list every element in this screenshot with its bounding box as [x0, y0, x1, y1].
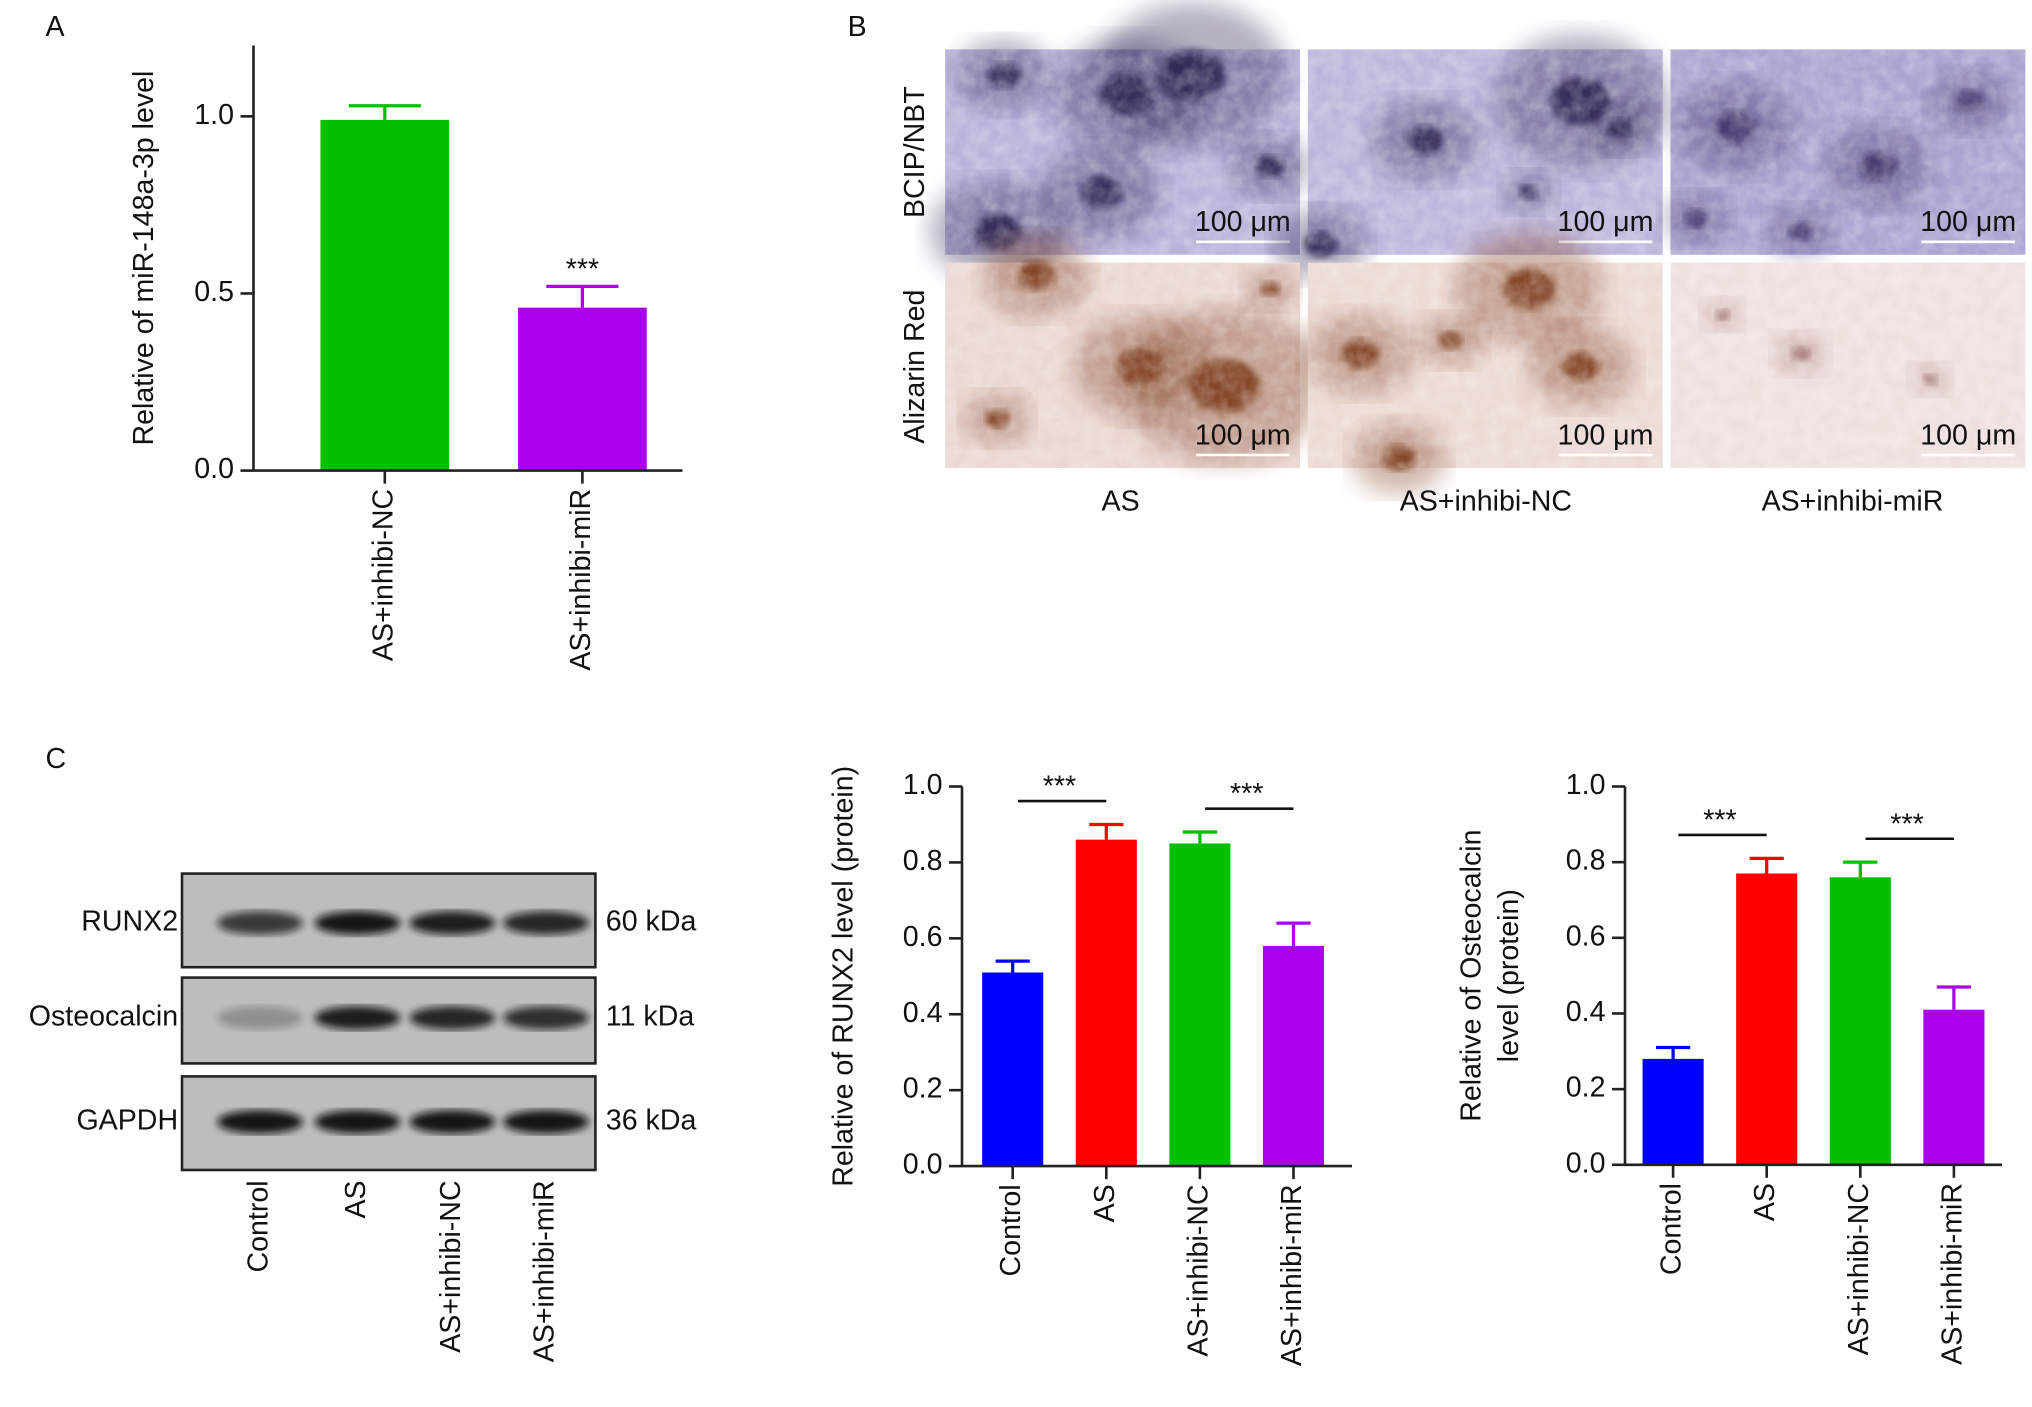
- significance-label: ***: [1230, 778, 1263, 810]
- y-axis-label: level (protein): [1493, 889, 1525, 1062]
- significance-label: ***: [566, 253, 599, 285]
- micrograph-column-label: AS+inhibi-miR: [1762, 486, 1944, 518]
- bar: [1736, 873, 1798, 1165]
- x-tick-label: AS+inhibi-miR: [1276, 1184, 1308, 1366]
- micrograph-row-label: Alizarin Red: [899, 290, 931, 444]
- x-tick-label: AS: [1089, 1184, 1121, 1222]
- bar: [320, 119, 450, 471]
- lane-label: AS+inhibi-miR: [529, 1180, 561, 1362]
- x-tick-label: AS: [1749, 1183, 1781, 1221]
- y-tick-label: 0.2: [903, 1073, 943, 1105]
- y-tick-label: 0.0: [194, 453, 234, 485]
- texture: [1307, 49, 1663, 255]
- panel-label: A: [46, 11, 65, 43]
- lane-label: AS+inhibi-NC: [435, 1180, 467, 1352]
- protein-label: Osteocalcin: [29, 1000, 178, 1032]
- blot-band: [409, 911, 496, 935]
- texture: [945, 49, 1300, 255]
- micrograph: 100 μm: [1305, 231, 1663, 494]
- blot-band: [503, 1110, 589, 1134]
- blot-band: [217, 911, 303, 935]
- x-tick-label: AS+inhibi-miR: [1936, 1183, 1968, 1365]
- scale-bar-label: 100 μm: [1558, 419, 1654, 451]
- y-tick-label: 0.5: [194, 276, 234, 308]
- x-tick-label: Control: [995, 1184, 1027, 1276]
- micrograph-column-label: AS+inhibi-NC: [1400, 486, 1572, 518]
- x-tick-label: Control: [1656, 1183, 1688, 1275]
- significance-label: ***: [1043, 771, 1076, 803]
- lane-label: Control: [243, 1180, 275, 1272]
- y-tick-label: 0.2: [1566, 1072, 1606, 1104]
- bar: [1642, 1058, 1704, 1165]
- micrograph: 100 μm: [1670, 262, 2026, 468]
- y-axis-label: Relative of Osteocalcin: [1455, 830, 1487, 1122]
- scale-bar-label: 100 μm: [1920, 419, 2016, 451]
- protein-label: RUNX2: [81, 906, 178, 938]
- micrograph-row-label: BCIP/NBT: [899, 86, 931, 218]
- bar: [1075, 839, 1137, 1167]
- y-tick-label: 0.4: [903, 997, 943, 1029]
- scale-bar-label: 100 μm: [1558, 206, 1654, 238]
- micrograph: 100 μm: [1662, 49, 2026, 258]
- texture: [945, 262, 1300, 468]
- scale-bar-label: 100 μm: [1920, 206, 2016, 238]
- y-tick-label: 0.8: [1566, 845, 1606, 877]
- y-tick-label: 1.0: [194, 99, 234, 131]
- y-tick-label: 1.0: [903, 769, 943, 801]
- blot-band: [217, 1110, 303, 1134]
- blot-band: [314, 1006, 401, 1030]
- blot-band: [409, 1110, 496, 1134]
- x-tick-label: AS+inhibi-NC: [1182, 1184, 1214, 1356]
- texture: [1307, 262, 1663, 468]
- bar: [1829, 877, 1891, 1165]
- blot-band: [503, 911, 589, 935]
- lane-label: AS: [340, 1180, 372, 1218]
- x-tick-label: AS+inhibi-miR: [565, 489, 597, 671]
- texture: [1670, 49, 2026, 255]
- micrograph: 100 μm: [929, 2, 1311, 284]
- y-tick-label: 0.6: [903, 921, 943, 953]
- panel-label: C: [46, 743, 67, 775]
- blot-band: [314, 1110, 401, 1134]
- y-tick-label: 0.4: [1566, 996, 1606, 1028]
- y-axis-label: Relative of RUNX2 level (protein): [828, 766, 860, 1187]
- significance-label: ***: [1703, 805, 1736, 837]
- y-tick-label: 0.8: [903, 845, 943, 877]
- blot-band: [503, 1006, 589, 1030]
- x-tick-label: AS+inhibi-NC: [1843, 1183, 1875, 1355]
- bar: [518, 307, 647, 471]
- bar: [982, 972, 1044, 1167]
- scale-bar-label: 100 μm: [1195, 419, 1291, 451]
- blot-band: [409, 1006, 496, 1030]
- y-axis-label: Relative of miR-148a-3p level: [128, 71, 160, 446]
- texture: [1670, 262, 2026, 468]
- protein-size: 60 kDa: [606, 906, 697, 938]
- y-tick-label: 0.0: [1566, 1147, 1606, 1179]
- bar: [1262, 945, 1325, 1167]
- x-tick-label: AS+inhibi-NC: [367, 489, 399, 661]
- panel-label: B: [848, 11, 867, 43]
- micrograph: 100 μm: [1273, 33, 1669, 281]
- scale-bar-label: 100 μm: [1195, 206, 1291, 238]
- significance-label: ***: [1890, 808, 1923, 840]
- protein-size: 11 kDa: [606, 1000, 695, 1032]
- bar: [1923, 1009, 1985, 1165]
- micrograph: 100 μm: [945, 233, 1326, 468]
- blot-band: [217, 1006, 303, 1030]
- protein-size: 36 kDa: [606, 1104, 697, 1136]
- y-tick-label: 1.0: [1566, 769, 1606, 801]
- bar: [1169, 843, 1231, 1167]
- micrograph-column-label: AS: [1102, 486, 1140, 518]
- protein-label: GAPDH: [76, 1104, 178, 1136]
- y-tick-label: 0.0: [903, 1149, 943, 1181]
- y-tick-label: 0.6: [1566, 920, 1606, 952]
- blot-band: [314, 911, 401, 935]
